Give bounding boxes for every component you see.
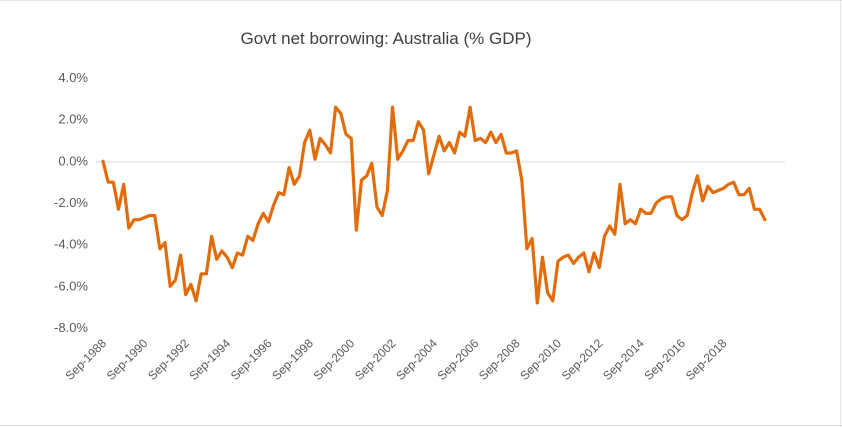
x-tick-label: Sep-2006: [435, 336, 482, 383]
y-tick-label: 0.0%: [58, 153, 88, 168]
y-tick-label: 4.0%: [58, 70, 88, 85]
series-line: [101, 105, 767, 305]
y-tick-label: -8.0%: [54, 320, 88, 335]
x-tick-label: Sep-1988: [62, 336, 109, 383]
frame-bottom-border: [0, 425, 842, 426]
y-tick-label: 2.0%: [58, 112, 88, 127]
x-tick-label: Sep-1990: [104, 336, 151, 383]
x-axis-ticks: Sep-1988Sep-1990Sep-1992Sep-1994Sep-1996…: [62, 336, 729, 383]
x-tick-label: Sep-2012: [559, 336, 606, 383]
x-tick-label: Sep-1996: [228, 336, 275, 383]
x-tick-label: Sep-2018: [683, 336, 730, 383]
x-tick-label: Sep-2014: [600, 336, 647, 383]
x-tick-label: Sep-2008: [476, 336, 523, 383]
y-axis-ticks: 4.0% 2.0% 0.0% -2.0% -4.0% -6.0% -8.0%: [54, 70, 88, 335]
x-tick-label: Sep-1998: [269, 336, 316, 383]
frame-top-border: [0, 0, 842, 1]
x-tick-label: Sep-2010: [517, 336, 564, 383]
y-tick-label: -4.0%: [54, 237, 88, 252]
chart-title: Govt net borrowing: Australia (% GDP): [240, 29, 532, 48]
x-tick-label: Sep-2016: [641, 336, 688, 383]
series-group: [101, 105, 767, 305]
x-tick-label: Sep-1992: [145, 336, 192, 383]
x-tick-label: Sep-2000: [311, 336, 358, 383]
y-tick-label: -2.0%: [54, 195, 88, 210]
x-tick-label: Sep-2004: [393, 336, 440, 383]
x-tick-label: Sep-1994: [186, 336, 233, 383]
y-tick-label: -6.0%: [54, 278, 88, 293]
x-tick-label: Sep-2002: [352, 336, 399, 383]
frame-right-border: [840, 0, 841, 427]
